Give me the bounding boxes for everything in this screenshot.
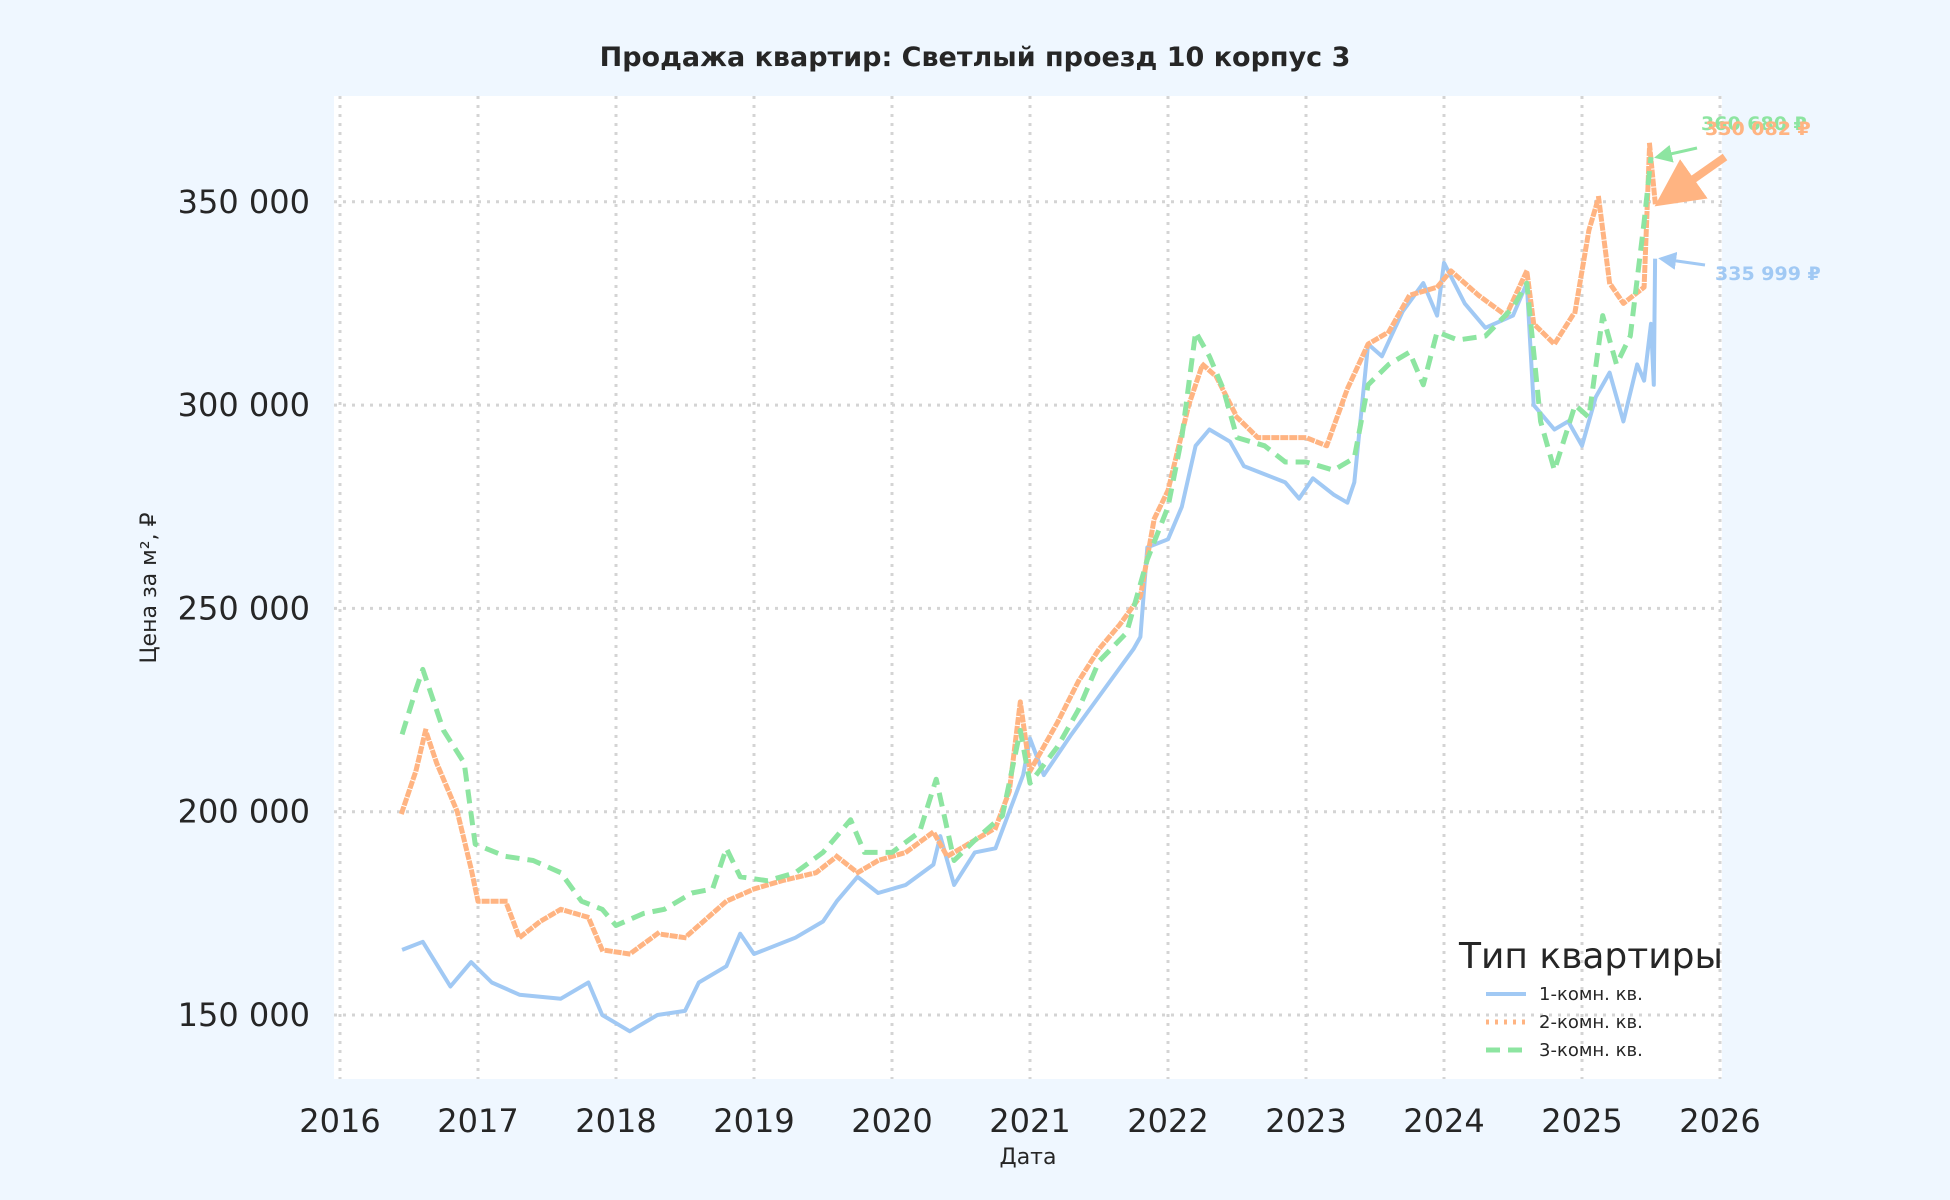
legend: Тип квартиры 1-комн. кв. 2-комн. кв. 3-ком… [1458,936,1723,1061]
chart-title: Продажа квартир: Светлый проезд 10 корпу… [600,42,1351,73]
x-tick-label: 2016 [299,1102,380,1140]
y-tick-label: 350 000 [178,183,310,221]
y-tick-label: 200 000 [178,793,310,831]
series-line [398,142,1658,957]
y-tick-label: 250 000 [178,589,310,627]
plot-area [334,96,1722,1079]
data-series [398,142,1658,1034]
x-tick-label: 2020 [851,1102,932,1140]
y-tick-label: 150 000 [178,996,310,1034]
x-tick-label: 2018 [575,1102,656,1140]
legend-item-label: 3-комн. кв. [1539,1040,1643,1061]
annotation-arrow-icon [1654,153,1728,207]
series-line [399,156,1654,928]
x-tick-label: 2021 [989,1102,1070,1140]
annotation-arrow-icon [1654,144,1698,163]
x-axis-label: Дата [1000,1145,1057,1170]
value-annotations: 360 680 ₽350 082 ₽ 335 999 ₽ [1654,113,1821,285]
legend-item-label: 2-комн. кв. [1539,1012,1643,1033]
annotation-label: 335 999 ₽ [1715,263,1821,285]
annotation-arrow-icon [1658,251,1706,270]
y-axis-ticks: 150 000 200 000 250 000 300 000 350 000 [178,183,310,1034]
annotation-label: 350 082 ₽ [1705,118,1811,140]
x-tick-label: 2022 [1127,1102,1208,1140]
annotation-label: 360 680 ₽ [1701,113,1807,135]
x-tick-label: 2023 [1265,1102,1346,1140]
x-tick-label: 2024 [1403,1102,1484,1140]
x-tick-label: 2019 [713,1102,794,1140]
y-tick-label: 300 000 [178,386,310,424]
x-tick-label: 2025 [1541,1102,1622,1140]
legend-title: Тип квартиры [1458,936,1723,977]
legend-item-label: 1-комн. кв. [1539,984,1643,1005]
x-tick-label: 2026 [1679,1102,1760,1140]
x-tick-label: 2017 [437,1102,518,1140]
y-axis-label: Цена за м², ₽ [137,512,162,663]
x-axis-ticks: 2016 2017 2018 2019 2020 2021 2022 2023 2024 2025… [299,1102,1760,1140]
